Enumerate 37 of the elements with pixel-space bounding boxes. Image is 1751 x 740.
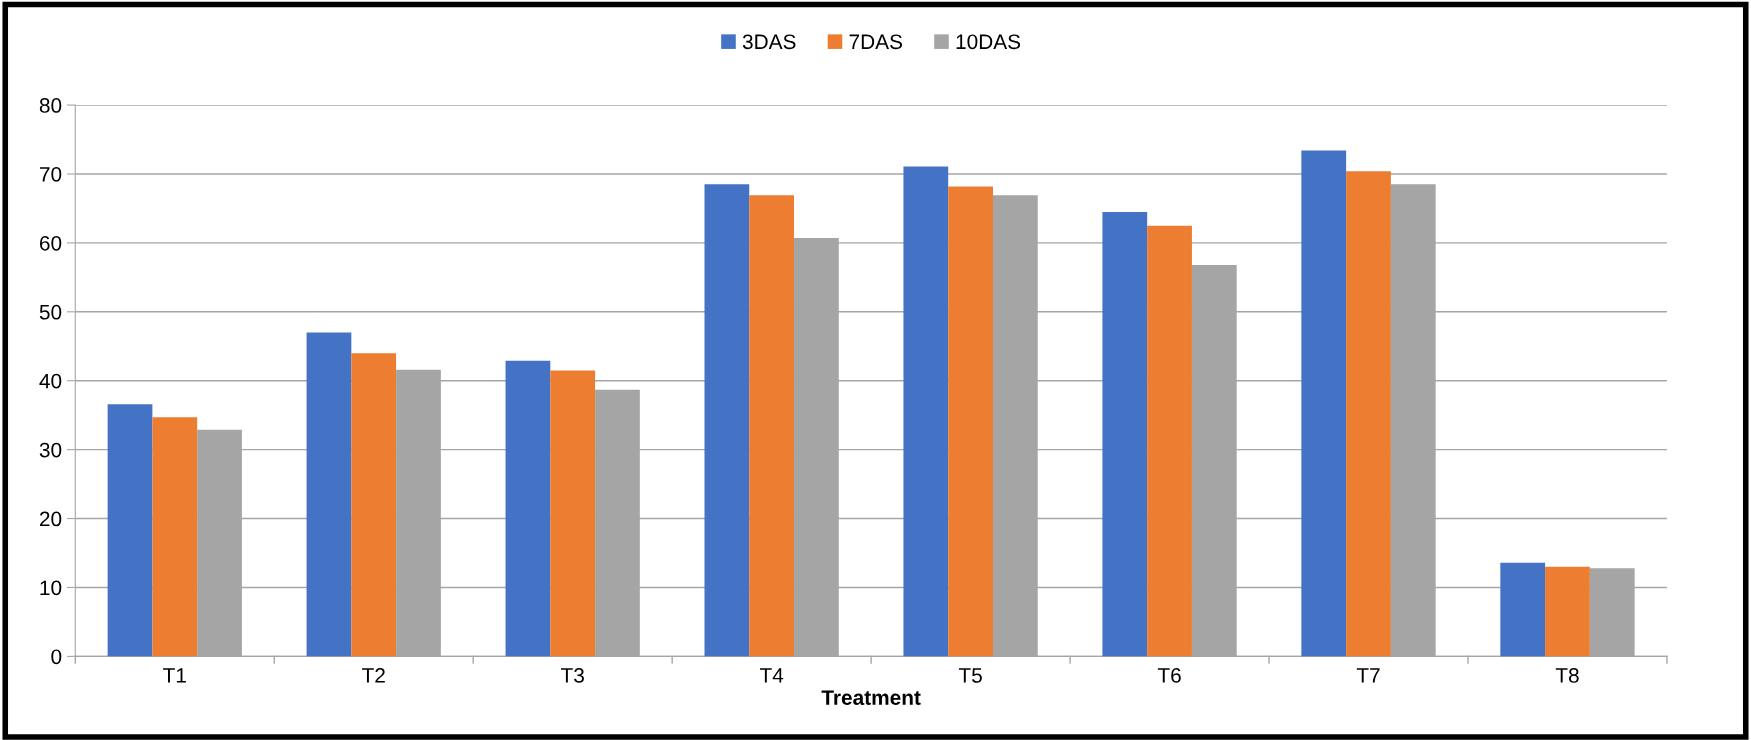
y-tick-label: 80 [39,98,62,113]
x-tick-label: T3 [561,668,584,683]
y-tick-label: 10 [40,580,62,596]
bar [1301,150,1347,657]
bar [1346,171,1391,657]
bar [306,332,352,657]
y-tick-label: 30 [39,442,62,458]
x-tick-label: T8 [1555,668,1579,683]
x-tick-label: T1 [163,668,186,683]
bar [749,195,795,657]
y-tick-label: 50 [39,304,62,320]
y-tick-label: 60 [39,235,62,251]
y-tick-label: 70 [40,166,62,182]
x-tick-label: T4 [759,668,784,683]
x-tick-label: T7 [1356,668,1380,683]
bar [1102,211,1148,657]
bar [1545,566,1590,657]
bar [1500,562,1546,657]
bar [351,353,397,657]
y-tick-label: 0 [51,649,62,665]
bar [505,360,551,657]
x-tick-label: T2 [362,668,385,683]
y-tick-label: 20 [39,511,62,527]
legend-label: 3DAS [742,34,796,50]
x-axis-title: Treatment [821,690,921,705]
bar [903,166,949,657]
bar [704,184,750,657]
bar [550,370,596,657]
bar [1147,225,1192,657]
x-tick-label: T5 [958,668,982,683]
bar [107,404,153,657]
legend-label: 7DAS [849,34,902,50]
bar [948,186,993,657]
bar [152,417,198,657]
y-tick-label: 40 [39,373,62,389]
x-tick-label: T6 [1157,668,1181,683]
legend-label: 10DAS [956,34,1021,50]
